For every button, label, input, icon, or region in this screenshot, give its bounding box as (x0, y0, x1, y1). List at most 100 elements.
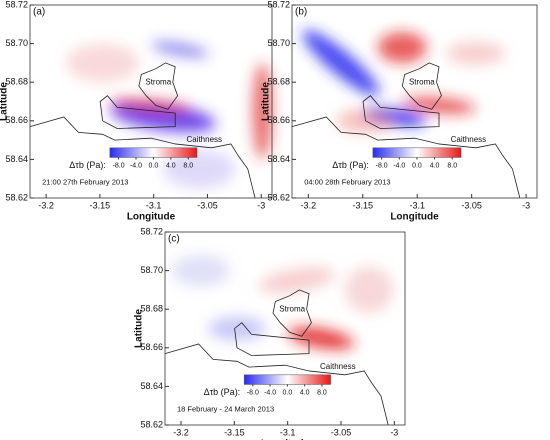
y-axis-label: Latitude (134, 309, 145, 348)
panel-label: (b) (295, 7, 307, 18)
island (138, 62, 179, 110)
colorbar (243, 374, 331, 385)
colorbar-tick-label: 8.0 (317, 389, 327, 396)
field-patch (402, 97, 476, 114)
y-axis-label: Latitude (261, 82, 272, 121)
field-patch (287, 326, 355, 350)
annotation: Stroma (145, 77, 171, 86)
colorbar-tick-label: -4.0 (264, 389, 276, 396)
x-tick-label: -3 (390, 427, 398, 437)
field-patch (377, 32, 427, 63)
island (272, 289, 312, 337)
colorbar-tick-label: 0.0 (283, 389, 293, 396)
study-area (362, 95, 440, 129)
y-axis-label: Latitude (0, 82, 10, 121)
annotation: Caithness (451, 135, 487, 144)
x-tick-label: -3.15 (353, 200, 374, 210)
colorbar-label: Δτb (Pa): (69, 160, 106, 170)
colorbar-tick-label: 4.0 (300, 389, 310, 396)
y-tick-label: 58.72 (267, 0, 290, 9)
study-area (99, 95, 176, 129)
colorbar-label: Δτb (Pa): (204, 387, 241, 397)
caption: 21:00 27th February 2013 (42, 178, 128, 187)
field (302, 30, 506, 133)
x-tick-label: -3.05 (197, 200, 218, 210)
panel-label: (a) (33, 7, 45, 18)
plot-frame (291, 4, 538, 199)
panel-label: (c) (168, 234, 180, 245)
field-patch (259, 267, 335, 294)
plot-frame (29, 4, 273, 199)
colorbar-label: Δτb (Pa): (332, 160, 369, 170)
field-patch (345, 266, 393, 314)
colorbar-tick-label: -8.0 (113, 162, 125, 169)
field-patch (172, 255, 230, 287)
colorbar-tick-label: 8.0 (447, 162, 457, 169)
y-tick-label: 58.70 (140, 265, 163, 275)
field-patch (208, 316, 266, 341)
field-patch (110, 99, 192, 112)
coastline (29, 116, 256, 199)
field-patch (163, 149, 236, 189)
island (401, 62, 442, 110)
annotation: Caithness (186, 135, 222, 144)
y-tick-label: 58.64 (267, 154, 290, 164)
x-tick-label: -3.05 (461, 200, 482, 210)
field-patch (446, 41, 506, 65)
y-tick-label: 58.62 (5, 192, 28, 202)
annotation: Caithness (320, 362, 356, 371)
x-axis-label: Longitude (127, 212, 176, 223)
annotation: Stroma (279, 304, 305, 313)
colorbar-tick-label: -4.0 (130, 162, 142, 169)
x-tick-label: -3 (257, 200, 265, 210)
caption: 04:00 28th February 2013 (304, 178, 390, 187)
x-tick-label: -3.1 (409, 200, 425, 210)
y-tick-label: 58.66 (267, 115, 290, 125)
x-axis-label: Longitude (390, 212, 439, 223)
x-axis-label: Longitude (261, 439, 310, 440)
x-tick-label: -3 (522, 200, 530, 210)
x-tick-label: -3.1 (280, 427, 296, 437)
annotation: Stroma (409, 77, 435, 86)
colorbar-tick-label: 4.0 (430, 162, 440, 169)
y-tick-label: 58.68 (5, 77, 28, 87)
colorbar-tick-label: -8.0 (247, 389, 259, 396)
caption: 18 February - 24 March 2013 (177, 405, 274, 414)
x-tick-label: -3.2 (173, 427, 189, 437)
colorbar (109, 147, 198, 158)
colorbar-tick-label: -8.0 (376, 162, 388, 169)
y-tick-label: 58.70 (5, 38, 28, 48)
y-tick-label: 58.68 (267, 77, 290, 87)
colorbar-tick-label: 0.0 (412, 162, 422, 169)
coastline (291, 116, 521, 199)
study-area (234, 322, 310, 356)
y-tick-label: 58.64 (140, 381, 163, 391)
colorbar-tick-label: -4.0 (393, 162, 405, 169)
field (66, 41, 272, 189)
colorbar-tick-label: 0.0 (149, 162, 159, 169)
coastline (164, 343, 389, 426)
y-tick-label: 58.66 (140, 342, 163, 352)
x-tick-label: -3.15 (224, 427, 245, 437)
field-patch (302, 30, 380, 96)
y-tick-label: 58.70 (267, 38, 290, 48)
x-tick-label: -3.05 (331, 427, 352, 437)
y-tick-label: 58.64 (5, 154, 28, 164)
field-patch (252, 62, 272, 160)
colorbar-tick-label: 4.0 (166, 162, 176, 169)
x-tick-label: -3.1 (146, 200, 162, 210)
y-tick-label: 58.62 (140, 419, 163, 429)
y-tick-label: 58.66 (5, 115, 28, 125)
x-tick-label: -3.15 (90, 200, 111, 210)
y-tick-label: 58.72 (140, 226, 163, 236)
plot-frame (164, 231, 406, 426)
colorbar (372, 147, 462, 158)
field-patch (151, 41, 209, 58)
y-tick-label: 58.62 (267, 192, 290, 202)
x-tick-label: -3.2 (301, 200, 317, 210)
x-tick-label: -3.2 (38, 200, 54, 210)
field-patch (66, 43, 139, 83)
y-tick-label: 58.68 (140, 304, 163, 314)
colorbar-tick-label: 8.0 (183, 162, 193, 169)
